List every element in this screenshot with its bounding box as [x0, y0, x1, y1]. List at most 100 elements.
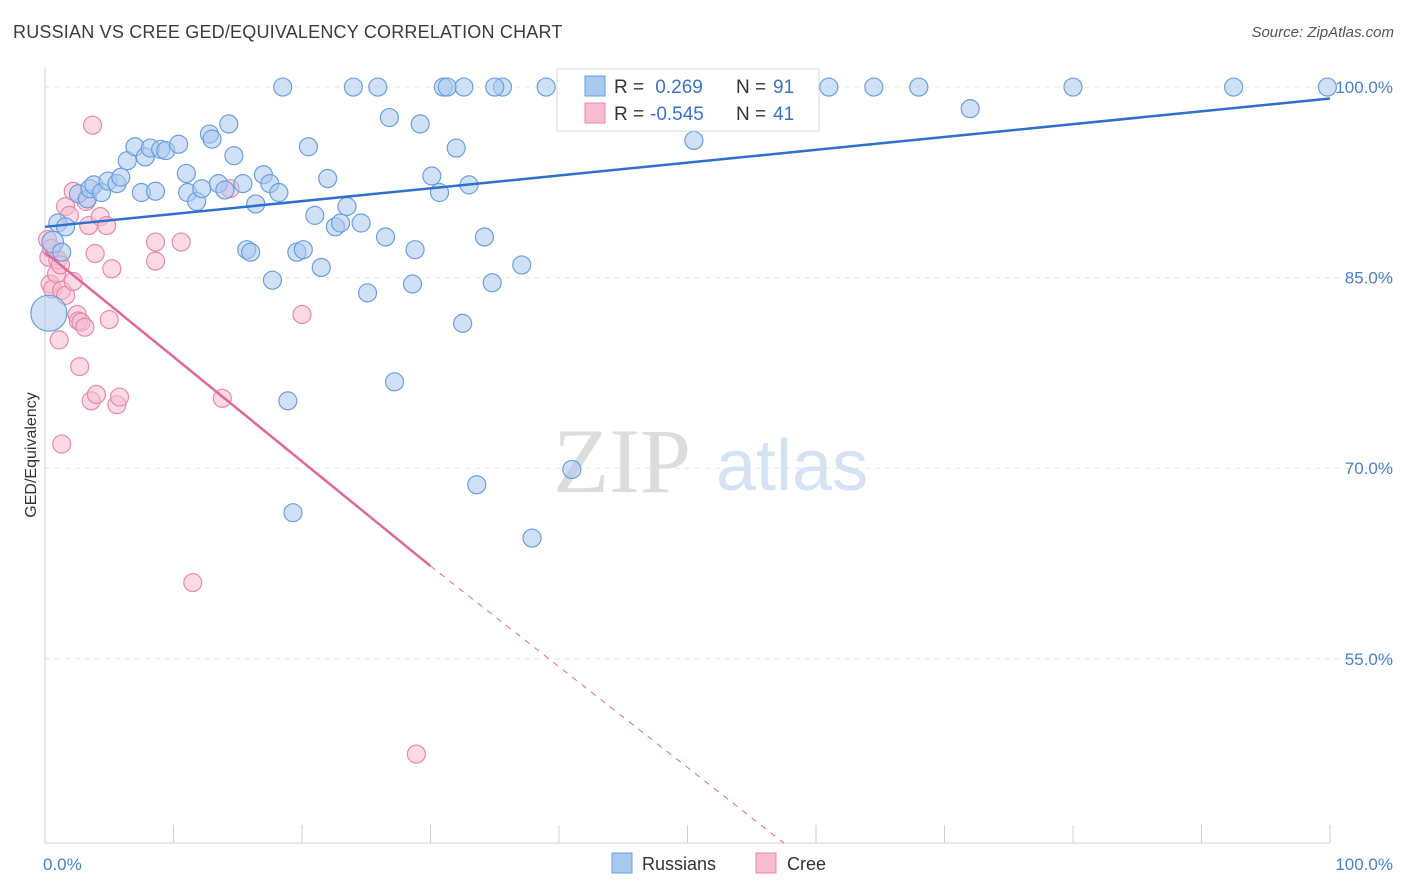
russians-point — [169, 134, 189, 154]
cree-point — [292, 304, 312, 325]
russians-point — [368, 77, 388, 97]
russians-point — [864, 77, 884, 97]
russians-point — [52, 242, 72, 262]
russians-r-label: R = — [614, 77, 644, 98]
russians-point — [55, 217, 76, 237]
cree-point — [171, 232, 191, 252]
russians-point — [384, 372, 405, 392]
russians-point — [357, 283, 378, 303]
y-tick-label: 55.0% — [1345, 650, 1393, 669]
russians-point — [562, 459, 582, 480]
y-tick-label: 100.0% — [1335, 78, 1393, 97]
russians-point — [192, 179, 212, 199]
cree-n-value: 41 — [773, 104, 794, 125]
cree-point — [102, 259, 122, 279]
russians-point — [375, 227, 396, 247]
russians-point — [960, 99, 980, 119]
russians-point — [224, 146, 244, 166]
legend-russians-label: Russians — [642, 854, 716, 874]
cree-point — [145, 232, 166, 252]
cree-point — [85, 243, 105, 264]
cree-point — [82, 115, 103, 135]
watermark-atlas: atlas — [716, 426, 868, 506]
cree-point — [183, 572, 203, 593]
russians-r-value: 0.269 — [650, 77, 703, 98]
russians-point — [422, 166, 442, 186]
russians-point — [1317, 77, 1338, 97]
russians-point — [278, 391, 298, 411]
russians-point — [269, 182, 289, 203]
russians-point — [202, 129, 222, 149]
russians-swatch — [584, 75, 606, 97]
cree-point — [70, 356, 90, 377]
x-tick-label-max: 100.0% — [1335, 855, 1393, 874]
russians-point — [176, 163, 196, 184]
cree-trend-line — [44, 251, 432, 568]
y-tick-labels: 55.0% 70.0% 85.0% 100.0% — [1335, 78, 1393, 669]
y-tick-label: 70.0% — [1345, 459, 1393, 478]
y-axis-label: GED/Equivalency — [23, 392, 40, 517]
cree-point — [49, 330, 69, 350]
russians-point — [30, 294, 68, 332]
russians-point — [402, 274, 423, 294]
russians-point — [909, 77, 929, 97]
legend-cree-swatch — [755, 852, 777, 874]
y-tick-label: 85.0% — [1345, 269, 1393, 288]
russians-point — [343, 77, 363, 97]
russians-point — [485, 77, 505, 97]
russians-point — [305, 205, 325, 225]
russians-point — [318, 168, 338, 189]
russians-n-value: 91 — [773, 77, 794, 98]
cree-trend-extension — [430, 565, 785, 844]
cree-point — [52, 434, 72, 454]
russians-point — [1063, 77, 1083, 97]
russians-point — [337, 196, 357, 217]
russians-point — [283, 503, 303, 523]
cree-n-label: N = — [736, 104, 766, 125]
russians-point — [298, 137, 319, 157]
russians-point — [311, 257, 331, 278]
russians-point — [410, 114, 430, 134]
cree-point — [86, 384, 107, 405]
russians-points — [30, 77, 1338, 548]
russians-point — [262, 270, 283, 290]
russians-n-label: N = — [736, 77, 766, 98]
legend-cree-label: Cree — [787, 854, 826, 874]
russians-point — [684, 130, 704, 151]
cree-point — [145, 251, 166, 271]
cree-points — [37, 115, 426, 764]
legend-russians-swatch — [611, 852, 633, 874]
russians-point — [512, 255, 532, 275]
russians-point — [536, 77, 556, 97]
stats-legend: R = 0.269 N = 91 R = -0.545 N = 41 — [556, 68, 820, 132]
x-tick-label-min: 0.0% — [43, 855, 82, 874]
russians-point — [330, 213, 351, 233]
russians-point — [111, 167, 131, 187]
series-legend: Russians Cree — [611, 852, 826, 874]
russians-point — [453, 313, 473, 333]
cree-swatch — [584, 102, 606, 124]
russians-point — [379, 107, 399, 128]
russians-point — [522, 528, 542, 548]
cree-point — [99, 309, 119, 330]
russians-point — [437, 77, 457, 97]
russians-point — [405, 240, 425, 260]
grid-lines — [45, 86, 1393, 660]
russians-point — [241, 242, 261, 262]
russians-point — [474, 227, 495, 247]
russians-point — [482, 273, 502, 293]
russians-point — [145, 181, 166, 201]
russians-point — [351, 213, 371, 233]
chart-source: Source: ZipAtlas.com — [1251, 24, 1394, 41]
russians-trend-line — [44, 97, 1331, 229]
chart-title: RUSSIAN VS CREE GED/EQUIVALENCY CORRELAT… — [13, 22, 563, 42]
russians-point — [273, 77, 293, 97]
cree-point — [109, 387, 130, 407]
russians-point — [219, 114, 239, 134]
russians-point — [446, 138, 466, 158]
russians-point — [233, 174, 253, 194]
cree-point — [75, 317, 95, 337]
russians-point — [467, 475, 487, 495]
russians-point — [819, 77, 839, 97]
